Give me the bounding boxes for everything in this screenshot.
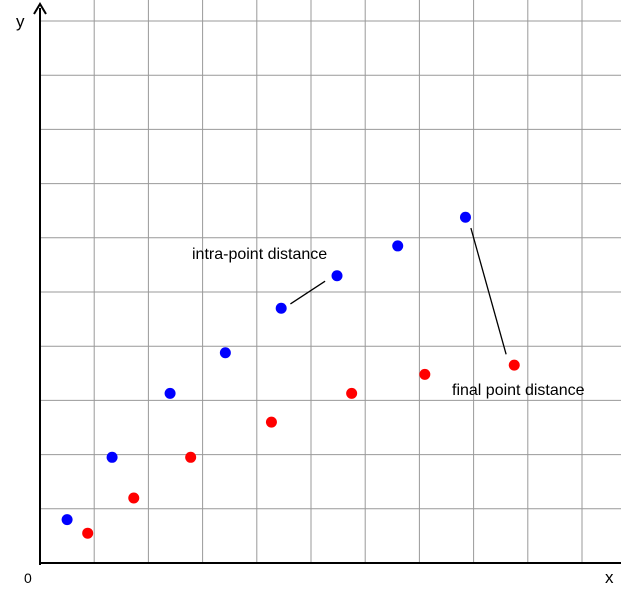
annotations: intra-point distance final point distance (192, 227, 585, 399)
red-point (508, 359, 520, 371)
red-point (265, 416, 277, 428)
y-axis-arrow (33, 2, 47, 15)
annotation-line (290, 280, 326, 305)
x-axis-label: x (605, 568, 614, 587)
annotation-label: intra-point distance (192, 246, 327, 263)
blue-point (331, 270, 343, 282)
blue-point (164, 387, 176, 399)
axes: y x 0 (16, 2, 621, 587)
blue-point (219, 347, 231, 359)
annotation-line (470, 227, 507, 355)
red-point (346, 387, 358, 399)
data-points (61, 211, 520, 539)
blue-point (392, 240, 404, 252)
blue-point (459, 211, 471, 223)
origin-label: 0 (24, 570, 32, 586)
red-point (419, 368, 431, 380)
red-point (82, 527, 94, 539)
blue-point (275, 302, 287, 314)
blue-point (106, 451, 118, 463)
red-point (128, 492, 140, 504)
annotation-label: final point distance (452, 382, 585, 399)
blue-point (61, 514, 73, 526)
red-point (185, 451, 197, 463)
grid (40, 0, 621, 563)
y-axis-label: y (16, 12, 25, 31)
